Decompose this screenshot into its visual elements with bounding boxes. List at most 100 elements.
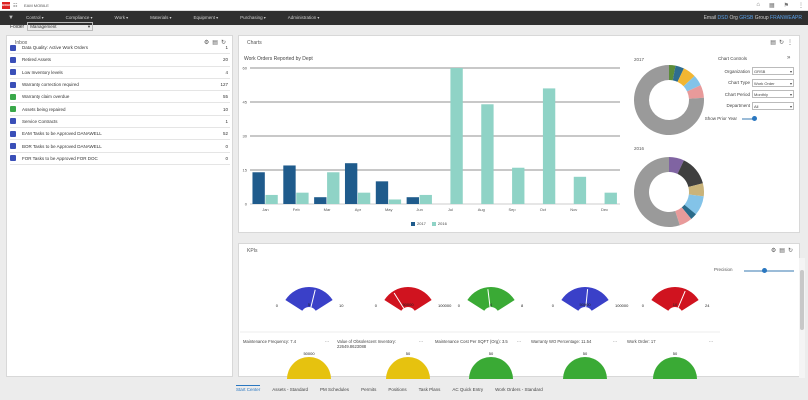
y-tick-label: 0 — [245, 202, 248, 207]
donut-slice[interactable] — [681, 204, 696, 219]
kpi-more-icon[interactable]: ⋯ — [517, 339, 522, 344]
bar-2017-may[interactable] — [375, 181, 389, 204]
inbox-item[interactable]: Low Inventory levels 4 — [10, 67, 230, 79]
kpi-more-icon[interactable]: ⋯ — [709, 339, 714, 344]
donut-slice[interactable] — [669, 65, 676, 81]
folder-select[interactable]: Management — [27, 22, 94, 31]
kpi-more-icon[interactable]: ⋯ — [419, 339, 424, 344]
kpi-gauge[interactable]: 50 — [563, 351, 607, 379]
bar-2016-jun[interactable] — [419, 194, 432, 204]
refresh-icon[interactable]: ↻ — [787, 248, 793, 254]
tab-work-orders-standard[interactable]: Work Orders - Standard — [495, 387, 543, 392]
bar-2016-dec[interactable] — [604, 192, 617, 204]
kpi-gauge[interactable]: 50 — [653, 351, 697, 379]
bookmark-icon[interactable]: ⚑ — [783, 3, 789, 9]
grid-icon[interactable]: ▦ — [768, 3, 775, 9]
bar-2017-jan[interactable] — [252, 172, 265, 204]
kpi-gauge[interactable]: 50000 — [287, 351, 331, 379]
inbox-item[interactable]: Retired Assets 20 — [10, 54, 230, 67]
donut-slice[interactable] — [683, 76, 701, 92]
kpi-gauge[interactable]: 0 8 4 — [458, 287, 524, 311]
home-icon[interactable]: ⌂ — [756, 2, 760, 8]
inbox-item[interactable]: EAM Tasks to be Approved DANAWELL 52 — [10, 128, 230, 141]
bar-2016-jul[interactable] — [450, 68, 463, 204]
bar-2016-may[interactable] — [388, 199, 402, 204]
donut-slice[interactable] — [684, 194, 704, 215]
nav-item-control[interactable]: Control — [26, 15, 44, 20]
kpi-gauge[interactable]: 50 — [386, 351, 430, 379]
nav-item-compliance[interactable]: Compliance — [66, 15, 93, 20]
tab-pm-schedules[interactable]: PM Schedules — [320, 387, 350, 392]
inbox-item[interactable]: Warranty correction required 127 — [10, 79, 230, 92]
hamburger-icon[interactable]: ▼ — [8, 15, 14, 21]
nav-item-administration[interactable]: Administration — [288, 15, 320, 20]
kpi-gauge[interactable]: 0 10 5 — [276, 287, 344, 311]
inbox-item[interactable]: BOR Tasks to be Approved DANAWELL 0 — [10, 140, 230, 153]
inbox-item-count: 127 — [220, 82, 228, 88]
donut-slice[interactable] — [675, 207, 692, 226]
app-launcher-icon[interactable]: ☷ — [13, 3, 18, 9]
bar-2017-jun[interactable] — [406, 197, 419, 204]
tab-permits[interactable]: Permits — [361, 387, 377, 392]
legend-item-2016[interactable]: 2016 — [431, 221, 447, 226]
kpi-slider[interactable] — [744, 268, 794, 273]
bar-2017-mar[interactable] — [314, 197, 327, 204]
nav-item-work[interactable]: Work — [115, 15, 129, 20]
refresh-icon[interactable]: ↻ — [778, 40, 784, 46]
chart-control-select[interactable]: GRSB — [752, 67, 794, 75]
gear-icon[interactable]: ⚙ — [203, 40, 210, 46]
bar-2016-apr[interactable] — [357, 192, 371, 204]
donut-slice[interactable] — [677, 68, 695, 87]
nav-item-purchasing[interactable]: Purchasing — [240, 15, 266, 20]
tab-positions[interactable]: Positions — [388, 387, 407, 392]
donut-slice[interactable] — [672, 65, 684, 82]
kpi-more-icon[interactable]: ⋯ — [613, 339, 618, 344]
nav-item-equipment[interactable]: Equipment — [193, 15, 218, 20]
menu-icon[interactable]: ⋮ — [798, 3, 804, 9]
show-prior-year-toggle[interactable] — [742, 115, 757, 121]
kpi-scrollbar[interactable] — [799, 258, 805, 378]
inbox-item[interactable]: Data Quality: Active Work Orders 1 — [10, 42, 230, 55]
more-icon[interactable]: ⋮ — [787, 40, 793, 46]
user-context[interactable]: Email DSD Org GRSB Group FRANWEAPR — [703, 15, 802, 21]
calendar-icon[interactable]: ▤ — [770, 40, 776, 46]
donut-slice[interactable] — [677, 160, 703, 188]
kpi-gauge[interactable]: 0 24 10 — [642, 287, 710, 311]
gear-icon[interactable]: ⚙ — [770, 248, 777, 254]
donut-slice[interactable] — [669, 157, 684, 174]
kpi-gauge[interactable]: 0 100000 50000 — [375, 287, 452, 311]
inbox-item[interactable]: FOR Tasks to be Approved FOR DOC 0 — [10, 153, 230, 165]
tab-ac-quick-entry[interactable]: AC Quick Entry — [452, 387, 484, 392]
calendar-icon[interactable]: ▤ — [779, 248, 785, 254]
bar-2017-feb[interactable] — [283, 165, 296, 204]
bar-2016-aug[interactable] — [481, 104, 494, 204]
chart-control-select[interactable]: All — [752, 101, 794, 110]
bar-2016-mar[interactable] — [327, 172, 340, 204]
chart-control-select[interactable]: Monthly — [752, 90, 794, 98]
bar-2016-jan[interactable] — [265, 194, 278, 204]
donut-slice[interactable] — [634, 65, 704, 135]
legend-item-2017[interactable]: 2017 — [411, 221, 426, 226]
bar-2016-sep[interactable] — [512, 167, 525, 204]
bar-2016-nov[interactable] — [573, 176, 587, 204]
donut-slice[interactable] — [688, 183, 704, 197]
kpi-more-icon[interactable]: ⋯ — [325, 339, 330, 344]
inbox-item[interactable]: Warranty claim overdue 55 — [10, 91, 230, 104]
bar-2016-oct[interactable] — [542, 88, 556, 204]
nav-item-materials[interactable]: Materials — [150, 15, 171, 20]
tab-task-plans[interactable]: Task Plans — [418, 387, 441, 392]
inbox-item[interactable]: Assets being repaired 10 — [10, 103, 230, 116]
tab-start-center[interactable]: Start Center — [236, 385, 261, 392]
kpi-gauge[interactable]: 0 100000 50000 — [552, 287, 629, 311]
kpi-gauge[interactable]: 50 — [469, 351, 513, 379]
refresh-icon[interactable]: ↻ — [220, 40, 226, 46]
donut-slice[interactable] — [634, 157, 680, 227]
bar-2017-apr[interactable] — [344, 163, 358, 204]
calendar-icon[interactable]: ▤ — [212, 40, 218, 46]
inbox-item[interactable]: Service Contracts 1 — [10, 116, 230, 129]
tab-assets-standard[interactable]: Assets - Standard — [272, 387, 309, 392]
collapse-icon[interactable]: » — [787, 55, 791, 61]
donut-slice[interactable] — [687, 85, 704, 99]
bar-2016-feb[interactable] — [296, 192, 309, 204]
chart-control-select[interactable]: Work Order — [752, 78, 794, 87]
